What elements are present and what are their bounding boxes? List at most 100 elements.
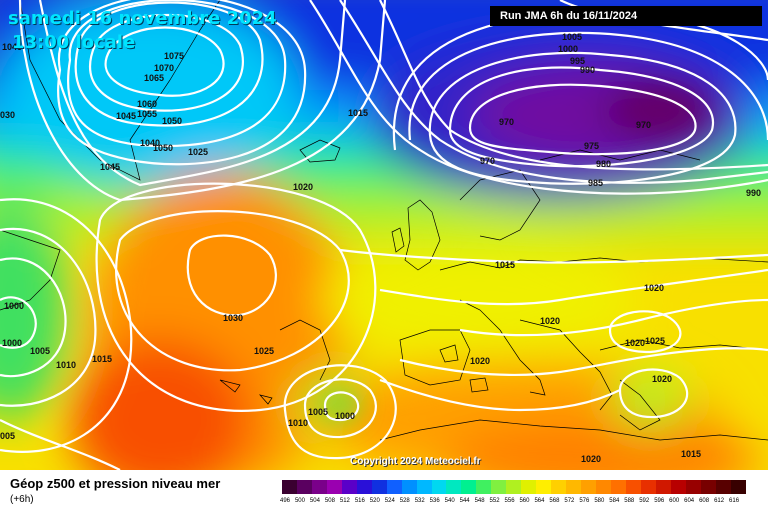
isobar-label: 990 xyxy=(580,65,595,75)
scale-swatch xyxy=(296,480,312,494)
scale-value-label: 556 xyxy=(504,498,515,504)
scale-value-label: 592 xyxy=(639,498,650,504)
scale-swatch xyxy=(461,480,477,494)
isobar-label: 1005 xyxy=(30,346,50,356)
isobar-label: 1025 xyxy=(188,147,208,157)
scale-swatch xyxy=(655,480,671,494)
isobar-label: 1045 xyxy=(100,162,120,172)
legend-title: Géop z500 et pression niveau mer xyxy=(10,476,221,491)
scale-swatch xyxy=(491,480,507,494)
forecast-time: 13:00 locale xyxy=(12,32,136,53)
scale-value-label: 576 xyxy=(579,498,590,504)
isobar-label: 1055 xyxy=(137,109,157,119)
scale-swatch xyxy=(401,480,417,494)
isobar-label: 985 xyxy=(588,178,603,188)
isobar-label: 1040 xyxy=(140,138,160,148)
scale-value-label: 536 xyxy=(429,498,440,504)
scale-value-label: 600 xyxy=(669,498,680,504)
isobar-label: 970 xyxy=(636,120,651,130)
scale-swatch xyxy=(326,480,342,494)
isobar-label: 1000 xyxy=(558,44,578,54)
scale-swatch xyxy=(596,480,611,494)
scale-swatch xyxy=(476,480,492,494)
isobar-label: 1000 xyxy=(2,338,22,348)
scale-swatch xyxy=(282,480,297,494)
scale-value-label: 512 xyxy=(339,498,350,504)
isobar-label: 1025 xyxy=(645,336,665,346)
scale-swatch xyxy=(640,480,656,494)
legend-footer: Géop z500 et pression niveau mer (+6h) 4… xyxy=(0,470,768,512)
isobar-label: 1000 xyxy=(4,301,24,311)
scale-swatch xyxy=(730,480,746,494)
scale-swatch xyxy=(625,480,641,494)
scale-swatch xyxy=(551,480,567,494)
scale-value-label: 548 xyxy=(474,498,485,504)
isobar-label: 1015 xyxy=(348,108,368,118)
isobar-label: 995 xyxy=(570,56,585,66)
color-scale-labels: 496 500 504 508 512 516 520 524 528 532 536 540 544 5… xyxy=(280,498,762,508)
scale-swatch xyxy=(581,480,597,494)
scale-value-label: 528 xyxy=(399,498,410,504)
scale-value-label: 596 xyxy=(654,498,665,504)
scale-value-label: 568 xyxy=(549,498,560,504)
scale-value-label: 612 xyxy=(714,498,725,504)
scale-swatch xyxy=(715,480,731,494)
isobar-label: 1045 xyxy=(2,42,22,52)
isobar-label: 1060 xyxy=(137,99,157,109)
isobar-label: 975 xyxy=(584,141,599,151)
scale-swatch xyxy=(506,480,522,494)
isobar-label: 990 xyxy=(746,188,761,198)
legend-subtitle: (+6h) xyxy=(10,494,34,505)
isobar-label: 1020 xyxy=(293,182,313,192)
scale-value-label: 520 xyxy=(369,498,380,504)
isobar-label: 1050 xyxy=(153,143,173,153)
scale-value-label: 560 xyxy=(519,498,530,504)
scale-value-label: 544 xyxy=(459,498,470,504)
scale-swatch xyxy=(386,480,402,494)
scale-value-label: 504 xyxy=(309,498,320,504)
scale-swatch xyxy=(566,480,582,494)
scale-value-label: 608 xyxy=(699,498,710,504)
scale-value-label: 588 xyxy=(624,498,635,504)
isobar-label: 1015 xyxy=(495,260,515,270)
isobar-label: 1025 xyxy=(254,346,274,356)
isobar-label: 1020 xyxy=(470,356,490,366)
scale-value-label: 496 xyxy=(280,498,291,504)
isobar-label: 005 xyxy=(0,431,15,441)
scale-value-label: 572 xyxy=(564,498,575,504)
isobar-label: 1070 xyxy=(154,63,174,73)
scale-swatch xyxy=(685,480,701,494)
isobar-label: 1010 xyxy=(288,418,308,428)
scale-value-label: 552 xyxy=(489,498,500,504)
scale-swatch xyxy=(446,480,462,494)
isobar-label: 1065 xyxy=(144,73,164,83)
scale-value-label: 508 xyxy=(324,498,335,504)
isobar-label: 1000 xyxy=(335,411,355,421)
scale-swatch xyxy=(700,480,716,494)
scale-value-label: 604 xyxy=(684,498,695,504)
isobar-label: 980 xyxy=(596,159,611,169)
scale-value-label: 580 xyxy=(594,498,605,504)
scale-swatch xyxy=(431,480,447,494)
isobar-label: 970 xyxy=(499,117,514,127)
scale-swatch xyxy=(311,480,327,494)
isobar-label: 1020 xyxy=(625,338,645,348)
copyright-text: Copyright 2024 Meteociel.fr xyxy=(350,456,481,467)
isobar-label: 1020 xyxy=(581,454,601,464)
isobar-label: 1005 xyxy=(562,32,582,42)
forecast-date: samedi 16 novembre 2024 xyxy=(8,8,277,29)
color-scale xyxy=(282,480,746,494)
scale-value-label: 532 xyxy=(414,498,425,504)
isobar-label: 1020 xyxy=(652,374,672,384)
scale-swatch xyxy=(371,480,387,494)
scale-swatch xyxy=(610,480,626,494)
scale-value-label: 564 xyxy=(534,498,545,504)
scale-swatch xyxy=(341,480,357,494)
isobar-label: 970 xyxy=(480,156,495,166)
scale-swatch xyxy=(670,480,686,494)
isobar-label: 1075 xyxy=(164,51,184,61)
isobar-label: 1050 xyxy=(162,116,182,126)
weather-map: 1045 1075 1070 1065 1060 1055 1045 1050 1040 1050… xyxy=(0,0,768,470)
